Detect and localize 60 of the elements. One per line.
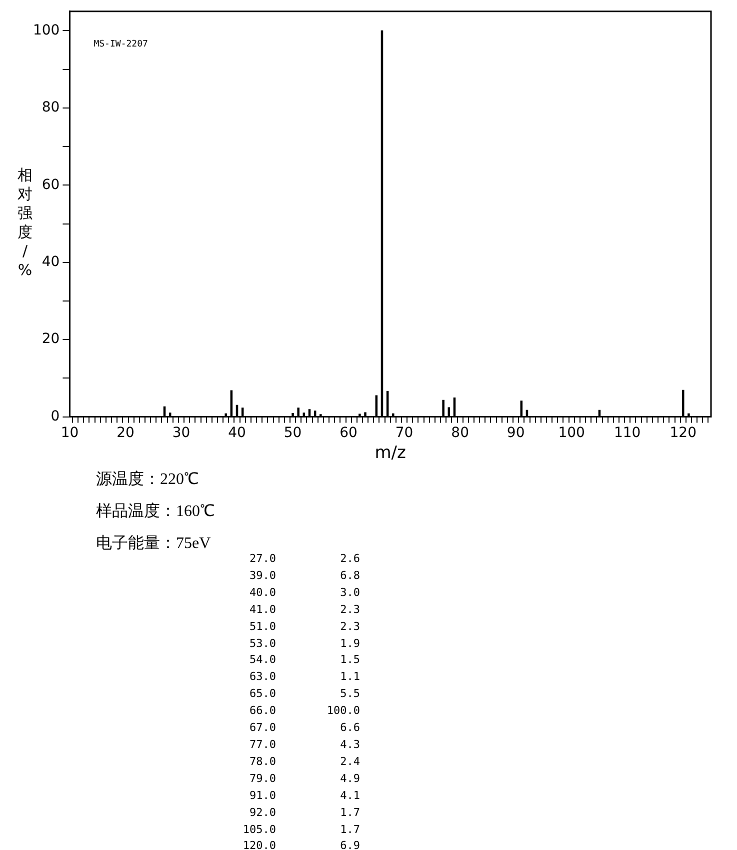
x-tick-label: 90 xyxy=(506,424,525,441)
text: 2.6 xyxy=(339,551,360,567)
text: 6.9 xyxy=(339,838,360,850)
text: 2.4 xyxy=(339,754,360,770)
x-tick-label: 10 xyxy=(60,424,79,441)
x-tick-label: 30 xyxy=(172,424,190,441)
text: 1.7 xyxy=(339,822,360,838)
text: 6.8 xyxy=(339,568,360,584)
text: 源温度：220℃ xyxy=(96,470,200,490)
text: 51.0 xyxy=(248,618,276,635)
y-tick-label: 100 xyxy=(32,22,60,38)
text: 样品温度：160℃ xyxy=(96,502,215,522)
y-tick-label: 40 xyxy=(42,254,60,270)
text: 1.1 xyxy=(339,669,360,686)
text: 1.7 xyxy=(339,804,360,821)
x-tick-label: 80 xyxy=(451,424,469,441)
text: 40.0 xyxy=(248,584,276,601)
x-axis-title: m/z xyxy=(374,443,406,464)
text: 1.5 xyxy=(339,652,360,668)
text: 79.0 xyxy=(248,770,276,787)
text: 4.1 xyxy=(339,788,360,804)
text: 92.0 xyxy=(248,804,276,821)
x-tick-label: 120 xyxy=(670,424,696,441)
text: 3.0 xyxy=(339,584,360,601)
y-tick-label: 80 xyxy=(42,100,60,116)
text: 39.0 xyxy=(248,568,276,584)
x-tick-label: 100 xyxy=(558,424,585,441)
x-tick-label: 110 xyxy=(614,424,641,441)
text: 78.0 xyxy=(248,754,276,770)
text: 2.3 xyxy=(339,618,360,635)
x-tick-label: 60 xyxy=(340,424,358,441)
text: 77.0 xyxy=(248,736,276,753)
text: 67.0 xyxy=(248,720,276,736)
text: 6.6 xyxy=(339,720,360,736)
text: 66.0 xyxy=(248,703,276,720)
text: 105.0 xyxy=(242,822,276,838)
text: 27.0 xyxy=(248,551,276,567)
text: 54.0 xyxy=(248,652,276,668)
text: 120.0 xyxy=(242,838,276,850)
text: 1.9 xyxy=(339,636,360,652)
x-tick-label: 20 xyxy=(116,424,134,441)
y-tick-label: 20 xyxy=(42,331,60,348)
text: 65.0 xyxy=(248,686,276,702)
text: 41.0 xyxy=(248,602,276,618)
x-tick-label: 40 xyxy=(228,424,246,441)
text: 91.0 xyxy=(248,788,276,804)
x-tick-label: 50 xyxy=(284,424,302,441)
text: 100.0 xyxy=(326,703,360,720)
text: 5.5 xyxy=(339,686,360,702)
text: 4.3 xyxy=(339,736,360,753)
text: 电子能量：75eV xyxy=(96,534,212,554)
text: 53.0 xyxy=(248,636,276,652)
x-tick-label: 70 xyxy=(395,424,414,441)
y-tick-label: 60 xyxy=(42,176,60,193)
y-axis-title: 相对强度/% xyxy=(16,166,34,280)
text: 4.9 xyxy=(339,770,360,787)
annotation: MS-IW-2207 xyxy=(94,40,148,50)
text: 2.3 xyxy=(339,602,360,618)
y-tick-label: 0 xyxy=(50,408,60,424)
text: 63.0 xyxy=(248,669,276,686)
